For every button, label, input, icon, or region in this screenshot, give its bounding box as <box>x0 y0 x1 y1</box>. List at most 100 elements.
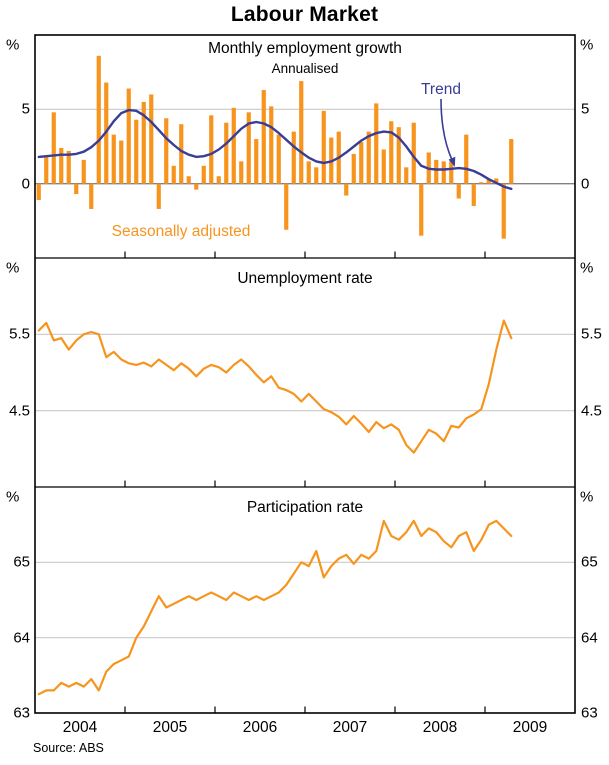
y-axis-tick-label-left: 0 <box>21 175 30 193</box>
employment-growth-bar <box>351 153 356 184</box>
employment-growth-bar <box>171 165 176 184</box>
x-axis-year-label: 2006 <box>242 719 278 736</box>
employment-growth-bar <box>471 183 476 206</box>
x-axis-year-label: 2009 <box>512 719 548 736</box>
employment-growth-bar <box>261 90 266 184</box>
employment-growth-bar <box>126 88 131 184</box>
y-axis-tick-label-left: 5.5 <box>9 325 30 343</box>
y-axis-tick-label-right: 63 <box>581 704 598 722</box>
employment-growth-bar <box>344 183 349 196</box>
y-axis-tick-label-right: 4.5 <box>581 402 602 420</box>
x-axis-year-label: 2004 <box>62 719 98 736</box>
employment-growth-bar <box>374 103 379 184</box>
panel1-subtitle: Annualised <box>271 61 339 76</box>
employment-growth-bar <box>449 161 454 184</box>
employment-growth-bar <box>419 183 424 236</box>
y-axis-tick-label-right: 64 <box>581 629 598 647</box>
x-axis-year-label: 2005 <box>152 719 188 736</box>
employment-growth-bar <box>59 147 64 184</box>
employment-growth-bar <box>74 183 79 195</box>
percent-unit-label-left: % <box>6 488 20 506</box>
employment-growth-bar <box>464 134 469 184</box>
y-axis-tick-label-left: 65 <box>13 553 30 571</box>
percent-unit-label-left: % <box>6 259 20 277</box>
employment-growth-bar <box>201 165 206 184</box>
employment-growth-bar <box>216 176 221 184</box>
employment-growth-bar <box>321 110 326 184</box>
source-note: Source: ABS <box>33 741 104 755</box>
trend-arrow <box>440 98 453 161</box>
employment-growth-bar <box>231 107 236 184</box>
y-axis-tick-label-left: 63 <box>13 704 30 722</box>
employment-growth-bar <box>119 140 124 184</box>
employment-growth-bar <box>239 161 244 184</box>
employment-growth-bar <box>306 161 311 184</box>
employment-growth-bar <box>141 101 146 184</box>
employment-growth-bar <box>366 131 371 184</box>
trend-arrow-head <box>448 156 456 167</box>
employment-growth-bar <box>434 159 439 184</box>
employment-growth-bar <box>194 183 199 190</box>
participation-rate-line <box>37 519 513 696</box>
employment-growth-bar <box>51 112 56 184</box>
employment-growth-bar <box>276 134 281 184</box>
employment-growth-bar <box>96 55 101 184</box>
employment-growth-bar <box>486 179 491 184</box>
employment-growth-bar <box>411 122 416 184</box>
panel3-title: Participation rate <box>246 499 364 516</box>
employment-growth-bar <box>224 122 229 184</box>
employment-growth-bar <box>89 183 94 209</box>
employment-growth-bar <box>36 183 41 201</box>
employment-growth-bar <box>66 150 71 184</box>
y-axis-tick-label-right: 0 <box>581 175 590 193</box>
employment-growth-bar <box>164 118 169 184</box>
percent-unit-label-right: % <box>580 259 594 277</box>
employment-growth-bar <box>81 159 86 184</box>
employment-growth-bar <box>441 161 446 184</box>
x-axis-year-label: 2008 <box>422 719 458 736</box>
employment-growth-bar <box>254 139 259 184</box>
panel1-title: Monthly employment growth <box>208 40 402 57</box>
employment-growth-bar <box>179 124 184 184</box>
employment-growth-bar <box>134 119 139 184</box>
employment-growth-bar <box>149 94 154 184</box>
percent-unit-label-right: % <box>580 36 594 54</box>
employment-growth-bar <box>284 183 289 230</box>
trend-series-label: Trend <box>421 81 461 98</box>
panel2-title: Unemployment rate <box>237 270 373 287</box>
employment-growth-bar <box>269 106 274 184</box>
employment-growth-bar <box>246 112 251 184</box>
percent-unit-label-left: % <box>6 36 20 54</box>
employment-growth-bar <box>494 178 499 184</box>
employment-growth-bar <box>359 142 364 184</box>
employment-growth-bar <box>456 183 461 199</box>
trend-line <box>37 108 513 191</box>
employment-growth-bar <box>501 183 506 239</box>
employment-growth-bar <box>381 149 386 184</box>
employment-growth-bar <box>44 155 49 184</box>
employment-growth-bar <box>314 167 319 184</box>
y-axis-tick-label-right: 5 <box>581 100 590 118</box>
y-axis-tick-label-left: 64 <box>13 629 30 647</box>
y-axis-tick-label-left: 5 <box>21 100 30 118</box>
employment-growth-bar <box>291 131 296 184</box>
y-axis-tick-label-left: 4.5 <box>9 402 30 420</box>
employment-growth-bar <box>479 182 484 184</box>
y-axis-tick-label-right: 65 <box>581 553 598 571</box>
employment-growth-bar <box>156 183 161 209</box>
x-axis-year-label: 2007 <box>332 719 368 736</box>
employment-growth-bar <box>111 134 116 184</box>
page-title: Labour Market <box>230 3 379 26</box>
employment-growth-bar <box>509 139 514 184</box>
y-axis-tick-label-right: 5.5 <box>581 325 602 343</box>
percent-unit-label-right: % <box>580 488 594 506</box>
employment-growth-bar <box>404 167 409 184</box>
seasonally-adjusted-series-label: Seasonally adjusted <box>111 223 251 240</box>
employment-growth-bar <box>186 176 191 184</box>
employment-growth-bar <box>396 127 401 184</box>
unemployment-rate-line <box>37 319 513 454</box>
employment-growth-bar <box>299 81 304 184</box>
employment-growth-bar <box>209 115 214 184</box>
